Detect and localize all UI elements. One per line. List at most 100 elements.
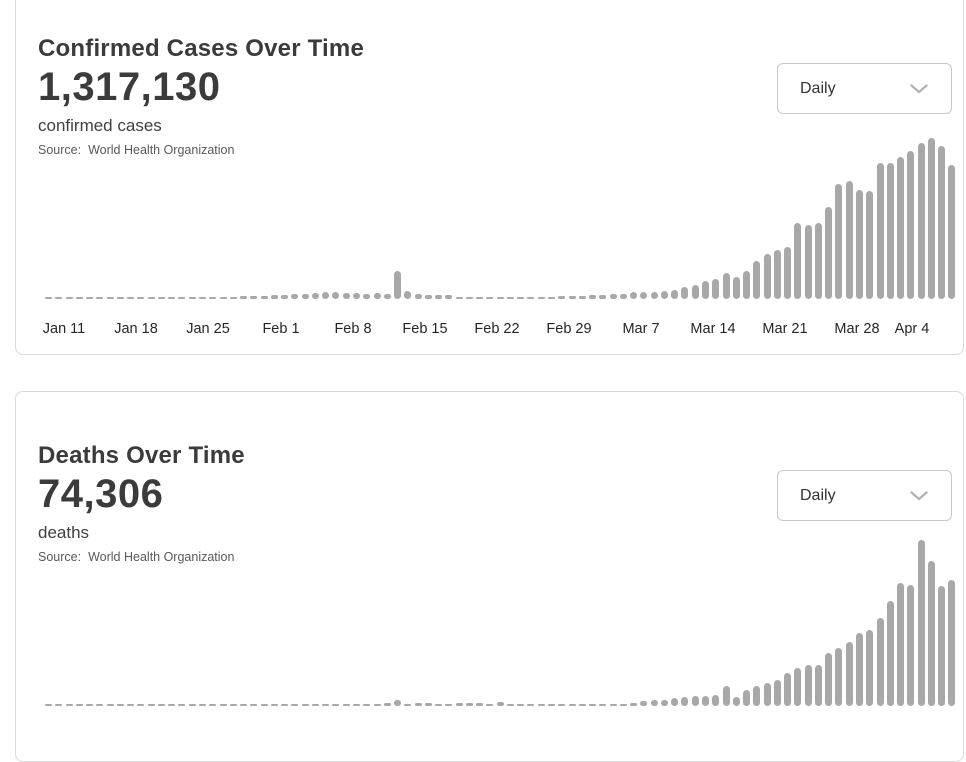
bar-jan-25[interactable] — [198, 297, 206, 299]
bar-feb-8[interactable] — [342, 293, 350, 299]
bar-apr-4[interactable] — [917, 540, 925, 706]
bar-mar-28[interactable] — [845, 642, 853, 706]
bar-feb-9[interactable] — [352, 292, 360, 299]
bar-jan-15[interactable] — [96, 297, 104, 299]
bar-mar-30[interactable] — [866, 629, 874, 706]
bar-feb-23[interactable] — [496, 702, 504, 706]
bar-jan-10[interactable] — [45, 704, 52, 706]
bar-jan-18[interactable] — [127, 297, 135, 299]
bar-mar-26[interactable] — [825, 207, 833, 299]
bar-feb-24[interactable] — [506, 704, 514, 706]
bar-feb-5[interactable] — [311, 292, 319, 299]
bar-jan-17[interactable] — [116, 297, 124, 299]
bar-apr-5[interactable] — [927, 138, 935, 299]
bar-feb-7[interactable] — [332, 704, 340, 706]
bar-feb-29[interactable] — [558, 704, 566, 706]
bar-jan-30[interactable] — [250, 296, 258, 299]
bar-jan-22[interactable] — [168, 704, 176, 706]
bar-feb-27[interactable] — [537, 296, 545, 299]
bar-feb-10[interactable] — [363, 703, 371, 706]
bar-mar-2[interactable] — [578, 295, 586, 299]
bar-mar-22[interactable] — [784, 247, 792, 299]
bar-jan-26[interactable] — [209, 297, 217, 299]
bar-feb-15[interactable] — [414, 294, 422, 299]
bar-feb-17[interactable] — [435, 703, 443, 706]
bar-jan-12[interactable] — [65, 297, 73, 299]
bar-feb-13[interactable] — [394, 700, 402, 706]
bar-mar-13[interactable] — [691, 696, 699, 706]
bar-feb-6[interactable] — [322, 291, 330, 299]
bar-apr-1[interactable] — [886, 162, 894, 299]
bar-feb-27[interactable] — [537, 704, 545, 706]
bar-mar-27[interactable] — [835, 183, 843, 299]
bar-mar-13[interactable] — [691, 285, 699, 299]
bar-feb-4[interactable] — [301, 704, 309, 706]
bar-feb-3[interactable] — [291, 704, 299, 706]
bar-jan-22[interactable] — [168, 297, 176, 299]
bar-apr-3[interactable] — [907, 150, 915, 299]
bar-feb-26[interactable] — [527, 704, 535, 706]
bar-feb-20[interactable] — [465, 297, 473, 299]
bar-jan-28[interactable] — [229, 297, 237, 299]
bar-jan-29[interactable] — [240, 704, 248, 706]
bar-mar-18[interactable] — [743, 270, 751, 299]
bar-feb-5[interactable] — [311, 704, 319, 706]
bar-feb-14[interactable] — [404, 290, 412, 299]
bar-mar-12[interactable] — [681, 697, 689, 706]
bar-feb-6[interactable] — [322, 704, 330, 706]
bar-feb-20[interactable] — [465, 703, 473, 706]
bar-jan-12[interactable] — [65, 704, 73, 706]
bar-mar-18[interactable] — [743, 689, 751, 706]
bar-feb-9[interactable] — [352, 704, 360, 706]
bar-feb-11[interactable] — [373, 293, 381, 299]
bar-feb-10[interactable] — [363, 294, 371, 299]
bar-feb-23[interactable] — [496, 297, 504, 299]
bar-mar-7[interactable] — [630, 292, 638, 299]
bar-feb-28[interactable] — [548, 704, 556, 706]
bar-feb-1[interactable] — [270, 295, 278, 299]
bar-mar-24[interactable] — [804, 664, 812, 706]
bar-apr-6[interactable] — [938, 586, 946, 706]
bar-apr-7[interactable] — [948, 165, 956, 299]
bar-feb-2[interactable] — [281, 704, 289, 706]
bar-mar-23[interactable] — [794, 668, 802, 706]
bar-jan-25[interactable] — [198, 704, 206, 706]
bar-feb-12[interactable] — [383, 294, 391, 299]
bar-jan-27[interactable] — [219, 704, 227, 706]
bar-jan-16[interactable] — [106, 297, 114, 299]
bar-mar-5[interactable] — [609, 293, 617, 299]
bar-jan-30[interactable] — [250, 704, 258, 706]
bar-jan-24[interactable] — [188, 704, 196, 706]
bar-feb-21[interactable] — [476, 297, 484, 299]
bar-mar-24[interactable] — [804, 224, 812, 299]
bar-apr-2[interactable] — [897, 157, 905, 299]
bar-feb-19[interactable] — [455, 297, 463, 299]
bar-jan-19[interactable] — [137, 704, 145, 706]
bar-apr-5[interactable] — [927, 561, 935, 706]
bar-feb-12[interactable] — [383, 703, 391, 706]
bar-feb-29[interactable] — [558, 295, 566, 299]
bar-jan-11[interactable] — [55, 704, 63, 706]
bar-feb-16[interactable] — [424, 702, 432, 706]
bar-jan-27[interactable] — [219, 297, 227, 299]
bar-feb-13[interactable] — [394, 270, 402, 299]
bar-mar-22[interactable] — [784, 673, 792, 706]
bar-mar-30[interactable] — [866, 191, 874, 299]
bar-mar-3[interactable] — [589, 704, 597, 706]
bar-mar-23[interactable] — [794, 222, 802, 299]
bar-feb-3[interactable] — [291, 294, 299, 299]
bar-mar-15[interactable] — [712, 278, 720, 299]
bar-feb-25[interactable] — [517, 297, 525, 299]
bar-mar-21[interactable] — [773, 250, 781, 299]
bar-apr-1[interactable] — [886, 601, 894, 706]
bar-jan-18[interactable] — [127, 704, 135, 706]
bar-mar-11[interactable] — [671, 698, 679, 706]
bar-jan-20[interactable] — [147, 704, 155, 706]
bar-mar-19[interactable] — [753, 261, 761, 299]
bar-mar-15[interactable] — [712, 694, 720, 706]
bar-feb-22[interactable] — [486, 297, 494, 299]
bar-jan-31[interactable] — [260, 295, 268, 299]
bar-feb-19[interactable] — [455, 703, 463, 706]
bar-mar-10[interactable] — [660, 291, 668, 299]
bar-jan-20[interactable] — [147, 297, 155, 299]
